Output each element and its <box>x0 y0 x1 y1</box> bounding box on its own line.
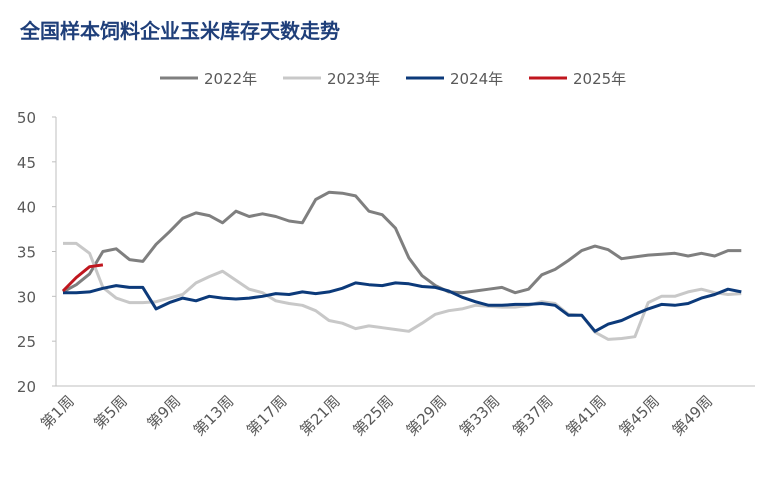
y-tick-label: 50 <box>17 109 36 127</box>
y-tick-label: 45 <box>17 154 36 172</box>
y-tick-label: 30 <box>17 288 36 306</box>
y-tick-label: 35 <box>17 244 36 262</box>
x-tick-label: 第33周 <box>456 392 503 439</box>
x-tick-label: 第21周 <box>296 392 343 439</box>
x-tick-label: 第1周 <box>37 392 78 433</box>
series-line <box>63 281 742 333</box>
x-tick-label: 第37周 <box>509 392 556 439</box>
legend-label: 2024年 <box>450 70 503 88</box>
y-tick-label: 20 <box>17 378 36 396</box>
x-tick-label: 第17周 <box>243 392 290 439</box>
x-tick-label: 第29周 <box>403 392 450 439</box>
x-tick-label: 第25周 <box>350 392 397 439</box>
x-tick-label: 第5周 <box>90 392 131 433</box>
x-tick-label: 第9周 <box>143 392 184 433</box>
y-tick-label: 40 <box>17 199 36 217</box>
x-tick-label: 第45周 <box>616 392 663 439</box>
series-line <box>62 190 742 295</box>
legend-label: 2025年 <box>573 70 626 88</box>
series-line <box>63 241 742 341</box>
y-tick-label: 25 <box>17 333 36 351</box>
chart-title: 全国样本饲料企业玉米库存天数走势 <box>19 19 340 43</box>
x-tick-label: 第49周 <box>669 392 716 439</box>
x-tick-label: 第13周 <box>190 392 237 439</box>
legend-label: 2023年 <box>327 70 380 88</box>
x-tick-label: 第41周 <box>562 392 609 439</box>
legend-label: 2022年 <box>204 70 257 88</box>
series-line <box>61 263 104 293</box>
